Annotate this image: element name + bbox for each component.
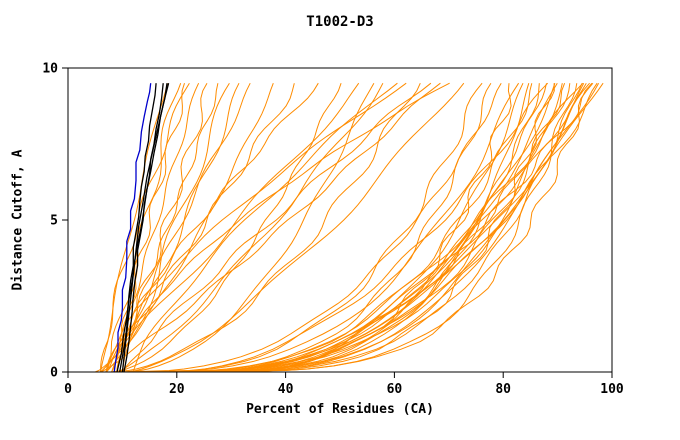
svg-text:0: 0 bbox=[50, 366, 58, 381]
svg-text:20: 20 bbox=[169, 382, 185, 397]
svg-text:0: 0 bbox=[64, 382, 72, 397]
svg-text:80: 80 bbox=[495, 382, 511, 397]
y-axis-label: Distance Cutoff, A bbox=[10, 149, 26, 291]
svg-text:40: 40 bbox=[278, 382, 294, 397]
svg-text:100: 100 bbox=[600, 382, 624, 397]
x-axis-label: Percent of Residues (CA) bbox=[246, 402, 434, 417]
chart-title: T1002-D3 bbox=[306, 14, 374, 30]
svg-text:10: 10 bbox=[42, 62, 58, 77]
svg-text:60: 60 bbox=[387, 382, 403, 397]
svg-text:5: 5 bbox=[50, 214, 58, 229]
